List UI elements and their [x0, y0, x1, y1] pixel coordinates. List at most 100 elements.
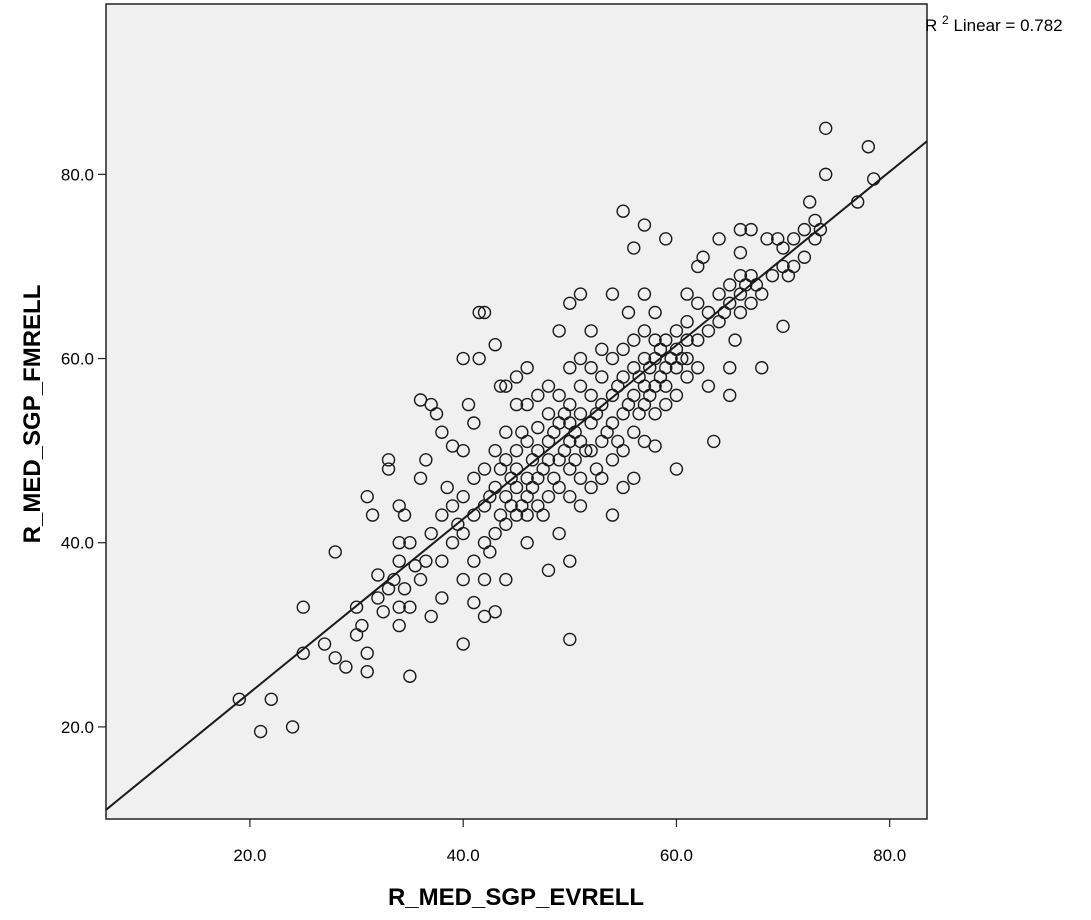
y-axis-ticks: 20.0 40.0 60.0 80.0 — [61, 165, 106, 737]
data-point — [520, 434, 534, 449]
data-point — [680, 315, 694, 329]
data-point — [435, 508, 449, 522]
data-point — [477, 462, 492, 476]
data-point — [563, 554, 577, 568]
data-point — [776, 241, 790, 255]
x-axis-ticks: 20.0 40.0 60.0 80.0 — [233, 819, 906, 865]
data-point — [627, 471, 641, 485]
data-point — [520, 536, 534, 550]
data-point — [435, 554, 449, 568]
data-point — [499, 453, 513, 467]
data-point — [621, 305, 636, 320]
data-point — [595, 342, 609, 357]
data-point — [723, 361, 737, 375]
data-point — [493, 379, 508, 393]
data-point — [813, 222, 828, 237]
data-point — [723, 388, 737, 403]
data-point — [669, 388, 684, 403]
data-point — [563, 632, 577, 647]
data-point — [616, 480, 630, 495]
data-point — [637, 287, 652, 301]
data-point — [723, 296, 737, 310]
data-point — [637, 218, 652, 232]
data-point — [435, 425, 449, 439]
data-point — [659, 379, 673, 393]
data-point — [744, 296, 758, 310]
data-point — [723, 278, 737, 292]
data-point — [328, 545, 342, 559]
data-point — [253, 724, 268, 739]
data-point — [509, 480, 524, 495]
data-point — [381, 462, 396, 476]
data-point — [376, 605, 390, 619]
data-point — [563, 296, 577, 310]
data-point — [536, 508, 550, 522]
data-point — [595, 370, 609, 384]
data-point — [392, 536, 406, 550]
data-point — [584, 443, 598, 458]
plot-area — [105, 3, 928, 820]
data-point — [605, 287, 620, 301]
data-point — [531, 443, 545, 458]
data-point — [755, 361, 769, 375]
data-point — [355, 618, 369, 633]
data-point — [541, 453, 556, 467]
data-point — [659, 397, 673, 412]
data-point — [579, 443, 593, 458]
data-point — [403, 669, 417, 683]
data-point — [616, 342, 630, 357]
data-point — [317, 637, 332, 651]
data-point — [616, 443, 630, 458]
data-point — [467, 554, 481, 568]
data-point — [627, 388, 641, 403]
y-axis-label: R_MED_SGP_FMRELL — [19, 285, 46, 544]
data-point — [419, 453, 433, 467]
data-point — [381, 453, 396, 467]
data-point — [488, 526, 502, 541]
data-point — [413, 471, 428, 485]
data-point — [797, 250, 812, 264]
data-point — [264, 692, 278, 706]
data-point — [573, 471, 588, 485]
data-points — [232, 121, 881, 739]
y-tick-label: 20.0 — [61, 718, 94, 737]
data-point — [669, 462, 684, 476]
data-point — [467, 595, 481, 610]
data-point — [787, 232, 801, 246]
data-point — [797, 222, 812, 237]
y-tick-label: 80.0 — [61, 165, 94, 184]
data-point — [429, 407, 444, 421]
data-point — [520, 397, 534, 412]
data-point — [392, 554, 406, 568]
data-point — [488, 605, 502, 619]
data-point — [728, 333, 742, 347]
data-point — [435, 591, 449, 605]
data-point — [648, 305, 662, 320]
data-point — [691, 296, 705, 310]
data-point — [509, 370, 524, 384]
data-point — [531, 420, 545, 435]
data-point — [445, 499, 460, 513]
data-point — [563, 397, 577, 412]
data-point — [760, 232, 774, 246]
x-axis-label: R_MED_SGP_EVRELL — [388, 884, 644, 911]
data-point — [744, 222, 758, 237]
data-point — [461, 397, 476, 412]
data-point — [568, 453, 582, 467]
data-point — [541, 489, 556, 504]
data-point — [397, 508, 412, 522]
data-point — [691, 333, 705, 347]
data-point — [648, 407, 662, 421]
data-point — [787, 259, 801, 274]
data-point — [659, 333, 673, 347]
data-point — [456, 443, 470, 458]
data-point — [467, 416, 481, 430]
data-point — [403, 536, 417, 550]
data-point — [456, 351, 470, 366]
data-point — [365, 508, 380, 522]
data-point — [483, 545, 497, 559]
data-point — [440, 480, 454, 495]
data-point — [819, 167, 833, 182]
data-point — [424, 526, 438, 541]
